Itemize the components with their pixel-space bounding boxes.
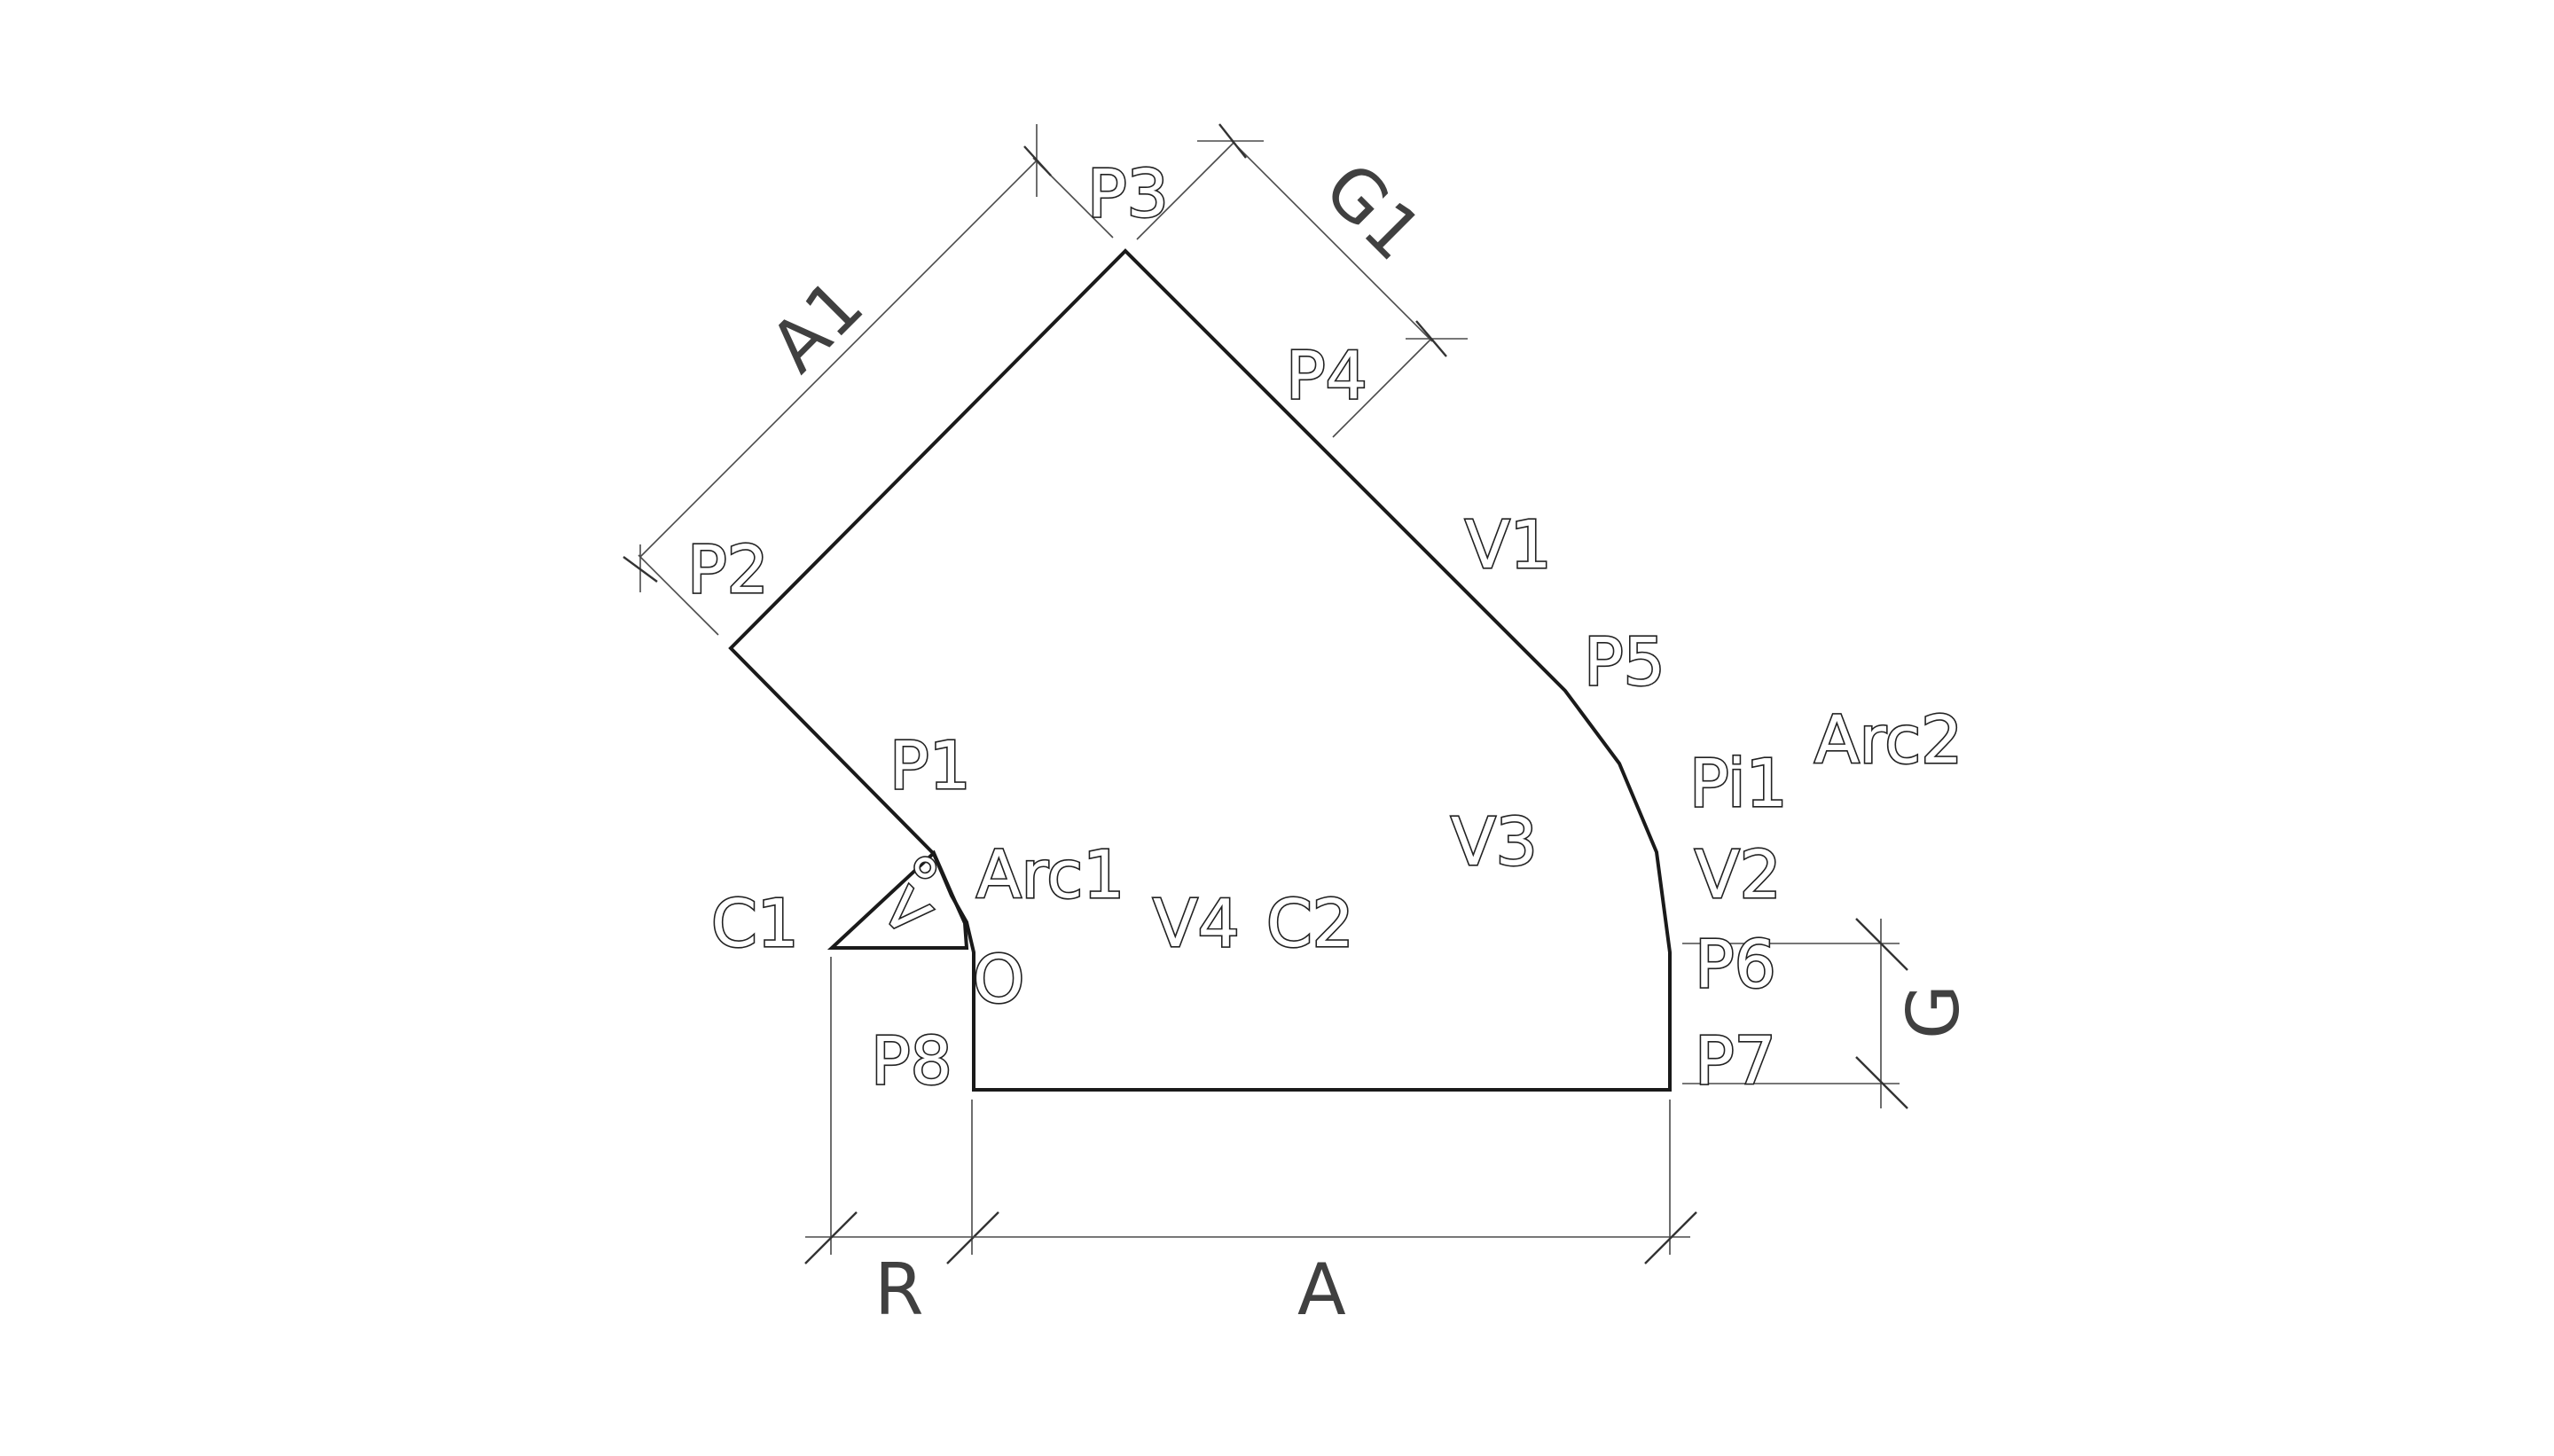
label-dim-a1: A1 <box>755 263 879 387</box>
label-p7: P7 <box>1695 1023 1776 1100</box>
label-origin: O <box>973 942 1024 1018</box>
label-p1: P1 <box>889 728 971 804</box>
label-dim-a: A <box>1297 1249 1346 1331</box>
label-p6: P6 <box>1695 927 1776 1003</box>
dimension-g <box>1682 918 1908 1109</box>
label-c1: C1 <box>711 886 799 962</box>
label-dim-g: G <box>1892 984 1975 1039</box>
label-pi1: Pi1 <box>1689 746 1788 822</box>
corner-triangle <box>827 849 969 950</box>
main-profile-outline <box>728 248 1672 1092</box>
label-dim-r: R <box>874 1249 924 1331</box>
label-p4: P4 <box>1286 338 1367 414</box>
label-c2: C2 <box>1266 886 1354 962</box>
label-v3: V3 <box>1451 804 1538 881</box>
label-p2: P2 <box>687 532 769 608</box>
label-p8: P8 <box>871 1023 952 1100</box>
label-p5: P5 <box>1584 624 1665 701</box>
label-arc1: Arc1 <box>976 837 1124 913</box>
dimension-g1 <box>1136 123 1468 438</box>
dimension-a1 <box>623 124 1114 636</box>
dimension-a <box>972 1100 1697 1264</box>
dimension-r <box>804 957 999 1264</box>
label-v2: V2 <box>1695 837 1782 913</box>
label-arc2: Arc2 <box>1814 702 1963 779</box>
label-p3: P3 <box>1087 156 1169 232</box>
label-v1: V1 <box>1465 507 1552 583</box>
label-angle: <° <box>859 841 975 957</box>
label-v4: V4 <box>1153 886 1240 962</box>
label-dim-g1: G1 <box>1309 147 1438 277</box>
